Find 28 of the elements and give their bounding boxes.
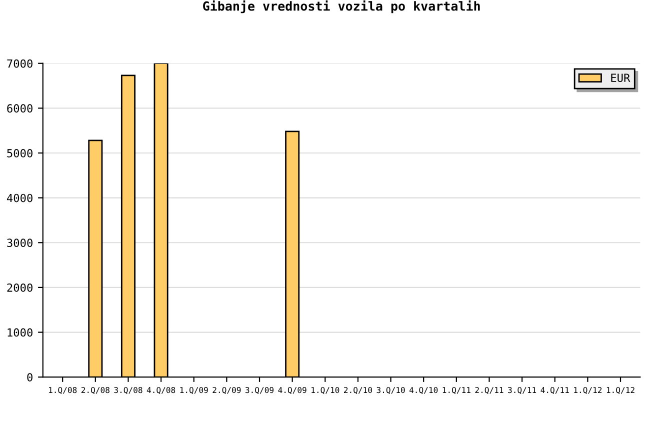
x-tick-label: 2.Q/11 xyxy=(475,386,504,394)
chart-title: Gibanje vrednosti vozila po kvartalih xyxy=(203,0,480,14)
y-tick-label: 3000 xyxy=(7,238,32,248)
y-tick-label: 6000 xyxy=(7,104,32,113)
y-tick-label: 1000 xyxy=(8,328,32,337)
x-tick-label: 3.Q/10 xyxy=(376,386,405,394)
x-tick-label: 4.Q/10 xyxy=(409,386,438,394)
x-tick-label: 2.Q/10 xyxy=(344,386,372,394)
x-tick-label: 1.Q/09 xyxy=(180,386,208,394)
y-tick-label: 7000 xyxy=(7,59,32,68)
y-tick-label: 4000 xyxy=(6,194,32,202)
x-tick-label: 4.Q/11 xyxy=(540,386,569,394)
x-tick-label: 1.Q/08 xyxy=(49,386,77,394)
y-tick-label: 5000 xyxy=(7,149,32,158)
y-tick-label: 0 xyxy=(27,373,32,382)
x-tick-label: 2.Q/09 xyxy=(212,386,241,394)
y-tick-label: 2000 xyxy=(7,283,32,292)
x-tick-label: 1.Q/12 xyxy=(606,386,634,394)
x-tick-label: 2.Q/08 xyxy=(81,386,110,394)
x-tick-label: 3.Q/09 xyxy=(245,386,274,394)
legend-label: EUR xyxy=(611,74,630,82)
x-tick-label: 4.Q/08 xyxy=(146,386,176,394)
x-tick-label: 3.Q/11 xyxy=(508,386,536,394)
x-tick-label: 1.Q/10 xyxy=(312,386,340,394)
x-tick-label: 1.Q/11 xyxy=(442,386,470,394)
x-tick-label: 1.Q/12 xyxy=(574,386,602,394)
x-tick-label: 3.Q/08 xyxy=(114,386,142,394)
x-tick-label: 4.Q/09 xyxy=(278,386,306,394)
